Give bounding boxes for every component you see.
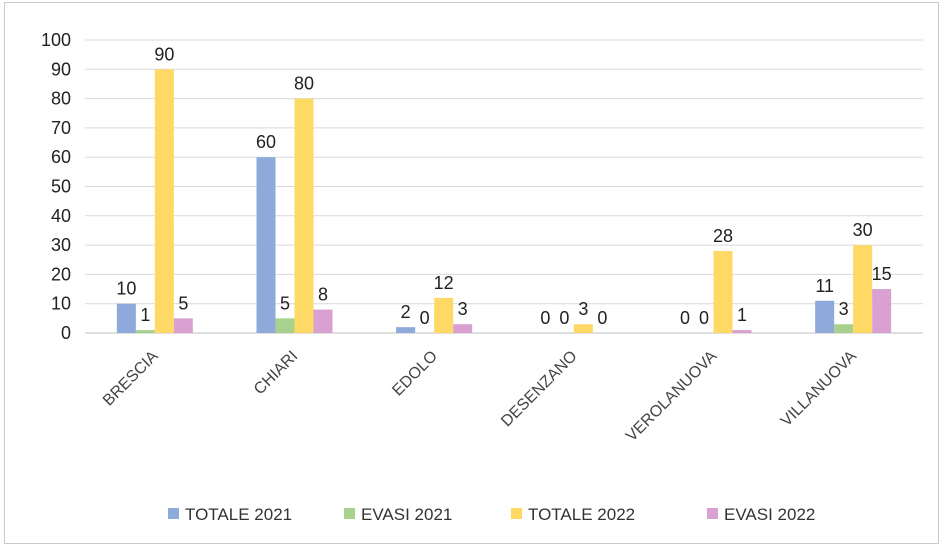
y-tick-label: 10 (51, 294, 71, 314)
legend-swatch (168, 508, 179, 519)
bar (154, 69, 174, 334)
legend-swatch (344, 508, 355, 519)
data-label: 0 (420, 308, 430, 328)
y-tick-label: 70 (51, 118, 71, 138)
y-tick-label: 0 (61, 323, 71, 343)
data-label: 90 (154, 44, 174, 64)
data-label: 5 (178, 293, 188, 313)
bar (434, 297, 454, 333)
data-label: 3 (578, 299, 588, 319)
data-label: 1 (737, 305, 747, 325)
legend-swatch (511, 508, 522, 519)
bars (116, 69, 892, 334)
data-label: 2 (401, 302, 411, 322)
data-label: 5 (280, 293, 290, 313)
legend-label: EVASI 2021 (361, 505, 452, 524)
category-label: VILLANUOVA (778, 348, 860, 430)
data-label: 3 (839, 299, 849, 319)
category-label: CHIARI (251, 348, 301, 398)
bar (573, 324, 593, 333)
data-label: 0 (559, 308, 569, 328)
category-label: VEROLANUOVA (623, 348, 721, 446)
bar (135, 330, 155, 333)
legend-swatch (707, 508, 718, 519)
bar (275, 318, 295, 333)
y-tick-label: 90 (51, 59, 71, 79)
bar (815, 300, 835, 333)
bar (294, 98, 314, 333)
gridlines (85, 39, 923, 334)
y-tick-label: 60 (51, 147, 71, 167)
data-label: 1 (140, 305, 150, 325)
chart-frame: 0 10 20 30 40 50 60 70 80 90 100 10 1 90 5 60 5 80 8 2 0 12 3… (4, 2, 939, 544)
data-label: 30 (853, 220, 873, 240)
x-axis: BRESCIA CHIARI EDOLO DESENZANO VEROLANUOVA VI… (100, 348, 860, 446)
legend-label: EVASI 2022 (724, 505, 815, 524)
data-label: 0 (699, 308, 709, 328)
bar (872, 289, 892, 333)
bar (396, 327, 416, 333)
data-label: 60 (256, 132, 276, 152)
y-tick-label: 30 (51, 235, 71, 255)
y-tick-label: 20 (51, 264, 71, 284)
data-label: 10 (116, 279, 136, 299)
data-label: 28 (713, 226, 733, 246)
bar (453, 324, 473, 333)
bar (834, 324, 854, 333)
data-label: 11 (815, 276, 834, 296)
data-label: 0 (540, 308, 550, 328)
category-label: BRESCIA (100, 348, 162, 410)
data-label: 80 (294, 74, 314, 94)
data-label: 8 (318, 285, 328, 305)
legend-label: TOTALE 2022 (528, 505, 635, 524)
data-label: 3 (458, 299, 468, 319)
y-tick-label: 50 (51, 177, 71, 197)
data-label: 0 (597, 308, 607, 328)
bar (732, 330, 752, 333)
y-axis: 0 10 20 30 40 50 60 70 80 90 100 (41, 30, 71, 343)
data-label: 15 (872, 264, 892, 284)
bar (853, 245, 873, 333)
y-tick-label: 40 (51, 206, 71, 226)
bar (173, 318, 193, 333)
data-label: 0 (680, 308, 690, 328)
bar (713, 250, 733, 333)
bar (256, 157, 276, 333)
category-label: DESENZANO (498, 348, 580, 430)
bar (313, 309, 333, 333)
legend: TOTALE 2021 EVASI 2021 TOTALE 2022 EVASI 20… (168, 505, 815, 524)
data-label: 12 (434, 273, 454, 293)
bar (116, 303, 136, 333)
y-tick-label: 100 (41, 30, 71, 50)
y-tick-label: 80 (51, 89, 71, 109)
category-label: EDOLO (389, 348, 441, 400)
legend-label: TOTALE 2021 (185, 505, 292, 524)
